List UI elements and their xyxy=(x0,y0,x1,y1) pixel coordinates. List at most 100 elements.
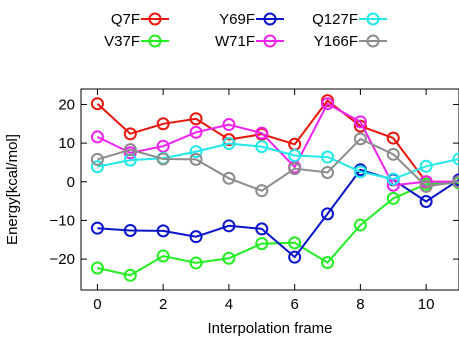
data-point xyxy=(222,219,236,233)
x-tick-label: 4 xyxy=(225,296,233,313)
data-point xyxy=(189,256,203,270)
data-point xyxy=(419,159,433,173)
y-tick-label: 0 xyxy=(67,174,75,191)
data-point xyxy=(321,165,335,179)
series-w71f xyxy=(90,97,459,192)
data-point xyxy=(353,165,367,179)
data-point xyxy=(288,148,302,162)
legend-label: Q127F xyxy=(312,11,358,28)
data-point xyxy=(90,152,104,166)
series-line xyxy=(97,137,459,192)
x-axis-title: Interpolation frame xyxy=(207,320,332,337)
series-q7f xyxy=(90,94,459,189)
data-point xyxy=(255,184,269,198)
plot-frame xyxy=(80,88,459,291)
data-point xyxy=(452,175,459,189)
y-axis-title: Energy[kcal/mol] xyxy=(4,134,21,245)
legend-label: Y69F xyxy=(219,11,255,28)
data-point xyxy=(255,222,269,236)
data-point xyxy=(123,143,137,157)
legend-marker xyxy=(148,12,162,26)
data-point xyxy=(222,137,236,151)
data-point xyxy=(189,125,203,139)
legend-marker xyxy=(366,34,380,48)
data-point xyxy=(255,126,269,140)
x-tick-label: 6 xyxy=(290,296,298,313)
data-point xyxy=(321,207,335,221)
data-point xyxy=(222,118,236,132)
data-point xyxy=(123,223,137,237)
data-point xyxy=(90,160,104,174)
data-point xyxy=(452,152,459,166)
data-point xyxy=(156,117,170,131)
legend-marker xyxy=(263,12,277,26)
data-point xyxy=(156,249,170,263)
x-tick-label: 0 xyxy=(93,296,101,313)
series-v37f xyxy=(90,176,459,282)
data-point xyxy=(189,230,203,244)
data-point xyxy=(386,147,400,161)
legend-label: V37F xyxy=(104,33,140,50)
data-point xyxy=(321,97,335,111)
y-tick-label: −10 xyxy=(50,212,75,229)
legend-label: Q7F xyxy=(111,11,140,28)
data-point xyxy=(386,131,400,145)
series-line xyxy=(97,181,459,277)
data-point xyxy=(90,130,104,144)
y-tick-label: 10 xyxy=(58,135,75,152)
data-point xyxy=(189,145,203,159)
y-tick-label: −20 xyxy=(50,251,75,268)
data-point xyxy=(419,194,433,208)
series-line xyxy=(97,168,459,259)
data-point xyxy=(353,218,367,232)
data-point xyxy=(189,152,203,166)
data-point xyxy=(353,119,367,133)
data-point xyxy=(288,250,302,264)
series-line xyxy=(96,99,459,183)
data-point xyxy=(123,268,137,282)
data-point xyxy=(419,179,433,193)
data-point xyxy=(156,152,170,166)
data-point xyxy=(222,133,236,147)
series-layer xyxy=(90,94,459,282)
data-point xyxy=(255,237,269,251)
x-tick-label: 2 xyxy=(159,296,167,313)
data-point xyxy=(255,140,269,154)
x-tick-label: 10 xyxy=(418,296,435,313)
y-tick-label: 20 xyxy=(58,96,75,113)
data-point xyxy=(222,251,236,265)
data-point xyxy=(386,191,400,205)
legend-item-y166f: Y166F xyxy=(314,33,387,50)
data-point xyxy=(222,171,236,185)
data-point xyxy=(321,256,335,270)
data-point xyxy=(123,127,137,141)
data-point xyxy=(321,150,335,164)
legend-label: Y166F xyxy=(314,33,358,50)
legend-item-q7f: Q7F xyxy=(111,11,169,28)
data-point xyxy=(90,221,104,235)
legend-label: W71F xyxy=(215,33,255,50)
series-y69f xyxy=(90,163,459,264)
chart-legend: Q7F V37F Y69F W71F Q127F Y166F xyxy=(104,11,387,50)
data-point xyxy=(386,172,400,186)
data-point xyxy=(288,236,302,250)
data-point xyxy=(353,132,367,146)
legend-marker xyxy=(263,34,277,48)
data-point xyxy=(90,261,104,275)
legend-item-y69f: Y69F xyxy=(219,11,284,28)
series-q127f xyxy=(90,137,459,186)
data-point xyxy=(353,115,367,129)
data-point xyxy=(90,97,104,111)
legend-marker xyxy=(148,34,162,48)
legend-item-q127f: Q127F xyxy=(312,11,387,28)
legend-item-w71f: W71F xyxy=(215,33,284,50)
data-point xyxy=(189,112,203,126)
legend-marker xyxy=(366,12,380,26)
series-y166f xyxy=(90,132,459,198)
series-line xyxy=(96,102,459,187)
x-tick-label: 8 xyxy=(356,296,364,313)
data-point xyxy=(156,224,170,238)
legend-item-v37f: V37F xyxy=(104,33,169,50)
data-point xyxy=(288,162,302,176)
